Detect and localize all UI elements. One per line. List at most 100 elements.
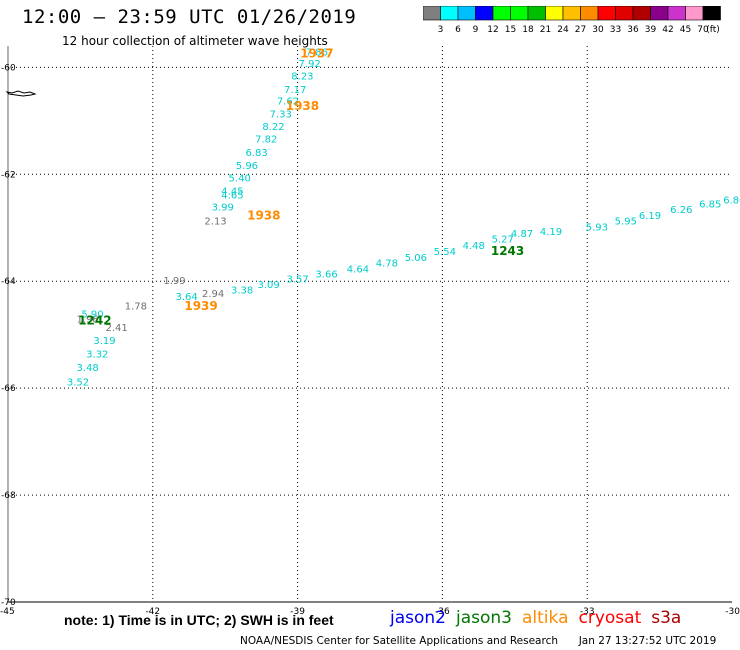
legend-unit-label: (ft) <box>706 25 720 35</box>
swh-value-label: 3.99 <box>212 202 234 213</box>
swh-value-label: 7.86 <box>306 47 328 58</box>
swh-value-label: 5.06 <box>405 253 427 264</box>
swh-value-label: 4.87 <box>511 229 533 240</box>
lat-tick-label: -60 <box>1 63 16 73</box>
swh-value-label: 2.94 <box>202 289 224 300</box>
credit-source: NOAA/NESDIS Center for Satellite Applica… <box>240 635 558 647</box>
swh-value-label: 5.96 <box>236 161 258 172</box>
legend-tick-label: 12 <box>487 25 498 35</box>
legend-tick-label: 24 <box>557 25 569 35</box>
lat-tick-label: -62 <box>1 170 16 180</box>
swh-value-label: 3.38 <box>231 285 253 296</box>
swh-value-label: 5.93 <box>586 223 608 234</box>
swh-value-label: 6.80 <box>723 195 740 206</box>
map-gridlines <box>8 46 732 602</box>
swh-value-label: 4.65 <box>221 191 243 202</box>
legend-tick-label: 21 <box>540 25 551 35</box>
swh-value-label: 6.26 <box>670 205 692 216</box>
swh-color-legend: 3 6 9 12 15 18 21 24 27 30 33 36 39 42 45 70(ft) <box>423 6 721 35</box>
satellite-legend-s3a: s3a <box>651 608 682 628</box>
legend-tick-label: 70 <box>697 25 709 35</box>
swh-value-label: 5.90 <box>81 309 103 320</box>
swh-value-label: 6.19 <box>639 211 661 222</box>
legend-tick-label: 39 <box>645 25 657 35</box>
swh-value-label: 3.48 <box>77 363 99 374</box>
island-outline <box>5 90 37 97</box>
legend-tick-label: 36 <box>627 25 639 35</box>
map-frame <box>7 46 732 603</box>
swh-value-label: 3.09 <box>258 280 280 291</box>
swh-value-label: 3.52 <box>67 378 89 389</box>
legend-swatch <box>702 6 721 21</box>
pass-number-label: 1242 <box>78 314 111 328</box>
pass-number-label: 1243 <box>491 244 524 258</box>
satellite-legend-jason2: jason2 <box>390 608 446 628</box>
map-tick-labels: -45 -42 -39 -36 -33 -30 -60 -62 -64 -66 -68 -70 <box>0 63 740 617</box>
page-title: 12:00 – 23:59 UTC 01/26/2019 <box>22 6 357 28</box>
swh-value-label: 1.98 <box>77 315 99 326</box>
lon-tick-label: -30 <box>725 607 740 617</box>
swh-value-label: 4.19 <box>540 227 562 238</box>
swh-value-label: 1.99 <box>163 276 185 287</box>
swh-value-label: 4.48 <box>463 241 485 252</box>
lon-tick-label: -42 <box>145 607 160 617</box>
satellite-legend-cryosat: cryosat <box>578 608 642 628</box>
swh-value-label: 6.83 <box>245 148 267 159</box>
swh-value-label: 4.64 <box>347 264 369 275</box>
pass-number-label: 1937 <box>300 46 333 60</box>
legend-tick-label: 27 <box>575 25 586 35</box>
swh-value-label: 3.66 <box>315 270 337 281</box>
lon-tick-label: -39 <box>290 607 305 617</box>
pass-labels: 1937193819381939124212431244 <box>78 46 524 328</box>
swh-value-label: 7.62 <box>277 97 299 108</box>
lon-tick-label: -33 <box>580 607 595 617</box>
pass-number-label: 1938 <box>247 208 280 222</box>
credit-line: NOAA/NESDIS Center for Satellite Applica… <box>240 635 716 647</box>
swh-value-label: 8.23 <box>291 71 313 82</box>
swh-value-label: 8.22 <box>262 122 284 133</box>
pass-number-label: 1939 <box>184 299 217 313</box>
swh-value-label: 5.54 <box>434 247 456 258</box>
legend-tick-label: 9 <box>473 25 479 35</box>
page-subtitle: 12 hour collection of altimeter wave hei… <box>62 34 328 48</box>
credit-timestamp: Jan 27 13:27:52 UTC 2019 <box>578 635 717 647</box>
lat-tick-label: -64 <box>1 277 16 287</box>
units-note: note: 1) Time is in UTC; 2) SWH is in fe… <box>64 612 334 628</box>
swh-value-label: 1.78 <box>125 301 147 312</box>
swh-value-label: 2.13 <box>204 216 226 227</box>
swh-value-label: 3.32 <box>86 349 108 360</box>
swh-observations: 7.867.928.23 7.177.627.33 8.227.82 6.83 5.96… <box>67 47 740 388</box>
swh-value-label: 4.45 <box>221 186 243 197</box>
legend-tick-label: 18 <box>522 25 534 35</box>
legend-tick-label: 33 <box>610 25 621 35</box>
swh-value-label: 3.57 <box>286 275 308 286</box>
island-shape <box>5 90 37 97</box>
swh-value-label: 3.19 <box>93 336 115 347</box>
lat-tick-label: -70 <box>1 598 16 608</box>
legend-tick-label: 6 <box>455 25 461 35</box>
swh-value-label: 4.78 <box>376 259 398 270</box>
swh-value-label: 2.41 <box>105 323 127 334</box>
satellite-legend: jason2 jason3 altika cryosat s3a <box>390 608 691 628</box>
lon-tick-label: -36 <box>435 607 450 617</box>
lat-tick-label: -66 <box>1 384 16 394</box>
swh-value-label: 7.17 <box>284 85 306 96</box>
swh-value-label: 7.82 <box>255 134 277 145</box>
lon-tick-label: -45 <box>0 607 15 617</box>
legend-tick-label: 3 <box>438 25 444 35</box>
legend-tick-label: 45 <box>680 25 691 35</box>
swh-value-label: 7.33 <box>270 109 292 120</box>
legend-tick-label: 30 <box>592 25 604 35</box>
satellite-legend-jason3: jason3 <box>456 608 512 628</box>
swh-value-label: 5.27 <box>492 234 514 245</box>
pass-number-label: 1938 <box>286 99 319 113</box>
swh-value-label: 5.40 <box>229 174 251 185</box>
swh-value-label: 7.92 <box>299 59 321 70</box>
legend-tick-label: 42 <box>662 25 673 35</box>
swh-value-label: 5.95 <box>615 216 637 227</box>
swh-value-label: 6.85 <box>699 200 721 211</box>
swh-value-label: 3.64 <box>175 292 197 303</box>
legend-tick-label: 15 <box>505 25 516 35</box>
